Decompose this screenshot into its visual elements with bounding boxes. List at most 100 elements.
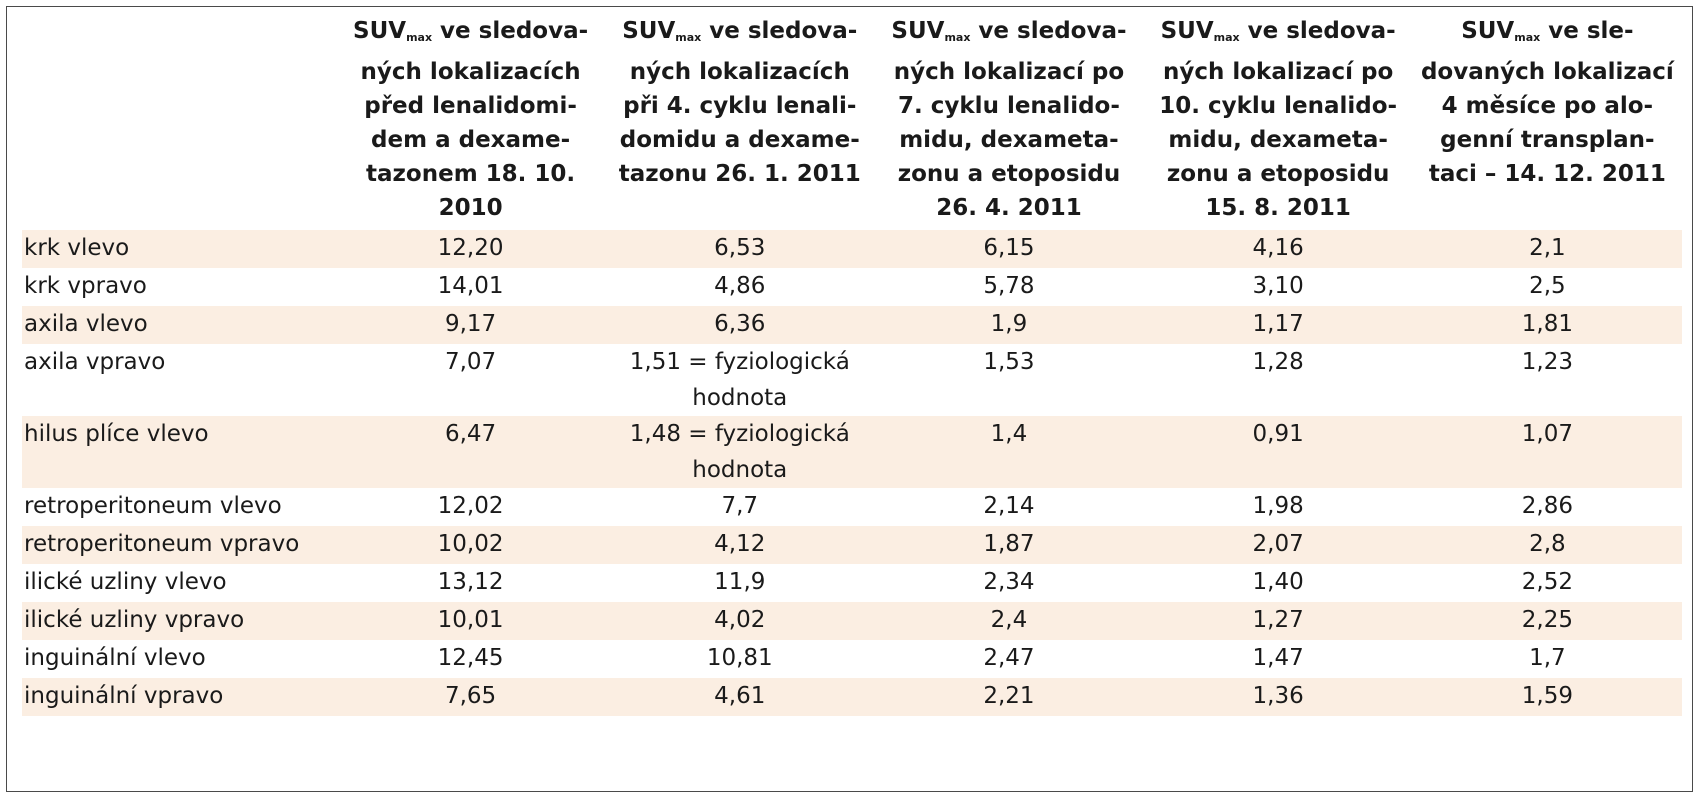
header-cell-col-4: SUVmax ve sledova- ných lokalizací po 10… (1144, 12, 1413, 230)
value-cell: 6,53 (605, 230, 875, 268)
value-text: 6,53 (714, 235, 766, 261)
value-text: 6,47 (444, 421, 497, 447)
value-text: 1,9 (990, 311, 1028, 337)
value-text: 14,01 (437, 273, 504, 299)
row-label: axila vpravo (24, 349, 166, 375)
header-row: SUVmax ve sledova- ných lokalizacích pře… (22, 12, 1682, 230)
value-cell: 14,01 (336, 268, 605, 306)
table-row: inguinální vlevo 12,45 10,81 2,47 1,47 1,7 (22, 640, 1682, 678)
value-cell: 1,51 = fyziologická hodnota (605, 344, 874, 416)
value-text: 1,59 (1521, 683, 1573, 709)
value-cell: 10,02 (336, 526, 606, 564)
value-cell: 11,9 (605, 564, 874, 602)
header-line: taci – 14. 12. 2011 (1428, 161, 1666, 187)
table-row: axila vpravo 7,07 1,51 = fyziologická hodno… (22, 344, 1682, 416)
value-cell: 2,25 (1412, 602, 1682, 640)
value-cell: 1,17 (1143, 306, 1413, 344)
header-line: dem a dexame- (371, 127, 571, 153)
value-cell: 2,5 (1413, 268, 1682, 306)
value-text: 1,53 (983, 349, 1035, 375)
header-line: domidu a dexame- (619, 127, 860, 153)
value-text: 2,25 (1521, 607, 1573, 633)
value-cell: 1,9 (874, 306, 1144, 344)
value-cell: 1,23 (1413, 344, 1682, 416)
value-cell: 2,8 (1412, 526, 1682, 564)
header-line: ných lokalizací po (1162, 59, 1394, 85)
value-text: 2,86 (1521, 493, 1573, 519)
value-text: 13,12 (437, 569, 504, 595)
value-cell: 9,17 (336, 306, 606, 344)
header-line: zonu a etoposidu (897, 161, 1121, 187)
value-cell: 1,40 (1144, 564, 1413, 602)
row-label: krk vpravo (24, 273, 147, 299)
value-text: 10,81 (706, 645, 773, 671)
row-label: axila vlevo (22, 306, 336, 344)
value-text: 1,4 (990, 421, 1028, 447)
value-cell: 1,87 (874, 526, 1144, 564)
header-line: SUVmax ve sledova- (1160, 18, 1396, 44)
value-text: 1,28 (1252, 349, 1304, 375)
value-text: 1,27 (1252, 607, 1304, 633)
value-cell: 1,28 (1144, 344, 1413, 416)
value-text: 1,36 (1252, 683, 1304, 709)
value-text: 1,40 (1252, 569, 1304, 595)
table-body: krk vlevo 12,20 6,53 6,15 4,16 2,1 krk vpravo 1… (22, 230, 1682, 716)
header-line: genní transplan- (1440, 127, 1655, 153)
table-row: krk vlevo 12,20 6,53 6,15 4,16 2,1 (22, 230, 1682, 268)
value-text: 2,4 (990, 607, 1028, 633)
value-cell: 7,7 (605, 488, 874, 526)
value-cell: 1,27 (1143, 602, 1413, 640)
value-text: 12,45 (437, 645, 504, 671)
value-text: 2,8 (1529, 531, 1566, 557)
value-text: 12,20 (437, 235, 504, 261)
value-cell: 6,15 (874, 230, 1144, 268)
value-text: 11,9 (714, 569, 766, 595)
value-text: 4,12 (714, 531, 766, 557)
value-text: 7,65 (444, 683, 497, 709)
header-cell-col-1: SUVmax ve sledova- ných lokalizacích pře… (336, 12, 605, 230)
suv-table: SUVmax ve sledova- ných lokalizacích pře… (22, 12, 1682, 716)
value-text: 1,07 (1521, 421, 1573, 447)
header-line: zonu a etoposidu (1166, 161, 1390, 187)
value-cell: 12,02 (336, 488, 605, 526)
value-cell: 4,86 (605, 268, 874, 306)
header-line: SUVmax ve sledova- (622, 18, 858, 44)
header-line: midu, dexameta- (899, 127, 1119, 153)
value-cell: 7,65 (336, 678, 606, 716)
value-cell: 2,07 (1143, 526, 1413, 564)
header-line: dovaných lokalizací (1420, 59, 1674, 85)
header-line: ných lokalizacích (360, 59, 581, 85)
value-text: 6,15 (983, 235, 1035, 261)
value-text: 1,48 = fyziologická (629, 421, 850, 447)
value-cell: 2,34 (874, 564, 1143, 602)
row-label: ilické uzliny vpravo (22, 602, 336, 640)
value-cell: 4,02 (605, 602, 875, 640)
value-text: 2,07 (1252, 531, 1304, 557)
header-line: 15. 8. 2011 (1205, 195, 1351, 221)
row-label: inguinální vpravo (22, 678, 336, 716)
value-text: 1,17 (1252, 311, 1304, 337)
value-text: 2,14 (983, 493, 1035, 519)
value-cell: 1,07 (1412, 416, 1682, 488)
table-row: inguinální vpravo 7,65 4,61 2,21 1,36 1,59 (22, 678, 1682, 716)
value-text: 0,91 (1252, 421, 1304, 447)
header-line: SUVmax ve sledova- (891, 18, 1127, 44)
row-label: inguinální vlevo (24, 645, 206, 671)
header-line: ných lokalizací po (893, 59, 1125, 85)
header-line: 10. cyklu lenalido- (1159, 93, 1398, 119)
value-cell: 6,47 (336, 416, 606, 488)
value-cell: 1,48 = fyziologická hodnota (605, 416, 875, 488)
value-cell: 5,78 (874, 268, 1143, 306)
header-line: 4 měsíce po alo- (1441, 93, 1654, 119)
value-cell: 3,10 (1144, 268, 1413, 306)
table-row: hilus plíce vlevo 6,47 1,48 = fyziologická… (22, 416, 1682, 488)
value-text: 2,5 (1529, 273, 1566, 299)
header-line: 2010 (438, 195, 503, 221)
row-label: retroperitoneum vlevo (24, 493, 282, 519)
header-line: midu, dexameta- (1168, 127, 1388, 153)
value-text: 2,52 (1521, 569, 1573, 595)
header-line: SUVmax ve sledova- (353, 18, 589, 44)
header-cell-col-5: SUVmax ve sle- dovaných lokalizací 4 měs… (1413, 12, 1682, 230)
value-cell: 12,45 (336, 640, 605, 678)
value-text: 10,02 (437, 531, 504, 557)
